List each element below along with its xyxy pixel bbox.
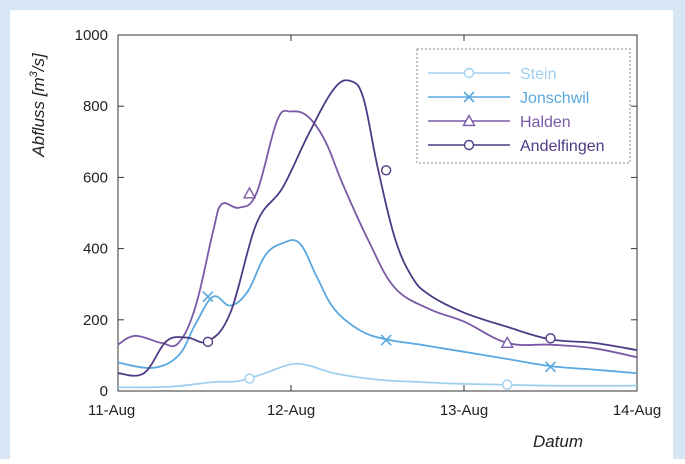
x-axis-label: Datum bbox=[533, 432, 583, 451]
series-line-halden bbox=[117, 109, 638, 359]
line-chart: 0 200 400 600 800 1000 11-Aug 12-Aug 13-Aug 14-Au… bbox=[28, 27, 662, 451]
legend-item-jonschwil: Jonschwil bbox=[428, 90, 589, 107]
data-point-marker-jonschwil bbox=[380, 334, 392, 346]
legend-marker bbox=[463, 91, 475, 103]
legend-label: Stein bbox=[520, 66, 556, 83]
legend-item-halden: Halden bbox=[428, 114, 571, 131]
legend-item-stein: Stein bbox=[428, 66, 556, 83]
data-point-marker-halden bbox=[500, 335, 514, 349]
y-tick-label: 400 bbox=[83, 241, 108, 258]
legend: Stein Jonschwil Halden Andelfingen bbox=[416, 48, 631, 164]
series-line-jonschwil bbox=[117, 239, 638, 375]
data-point-marker-andelfingen bbox=[202, 336, 214, 348]
data-point-marker-halden bbox=[242, 186, 257, 199]
y-tick-label: 0 bbox=[100, 383, 108, 400]
y-tick-label: 200 bbox=[83, 312, 108, 329]
data-point-marker-andelfingen bbox=[545, 333, 556, 344]
data-point-marker-jonschwil bbox=[544, 361, 557, 373]
y-tick-label: 800 bbox=[83, 98, 108, 115]
legend-label: Andelfingen bbox=[520, 138, 605, 155]
chart-panel: 0 200 400 600 800 1000 11-Aug 12-Aug 13-Aug 14-Au… bbox=[10, 10, 673, 459]
y-tick-label: 600 bbox=[83, 169, 108, 186]
axes: 0 200 400 600 800 1000 11-Aug 12-Aug 13-Aug 14-Au… bbox=[75, 27, 662, 419]
x-tick-label: 12-Aug bbox=[267, 402, 315, 419]
legend-marker bbox=[463, 139, 475, 151]
series-markers bbox=[202, 165, 557, 390]
series-line-stein bbox=[117, 362, 638, 389]
x-tick-label: 14-Aug bbox=[613, 402, 661, 419]
data-point-marker-andelfingen bbox=[380, 165, 392, 176]
data-point-marker-stein bbox=[244, 373, 255, 384]
legend-marker bbox=[463, 67, 475, 79]
y-axis-label: Abfluss [m3/s] bbox=[28, 52, 48, 158]
legend-label: Jonschwil bbox=[520, 90, 589, 107]
series-line-andelfingen bbox=[117, 79, 638, 377]
series-lines bbox=[117, 79, 638, 389]
x-tick-label: 11-Aug bbox=[88, 402, 135, 419]
y-axis-label-tail: /s] bbox=[29, 52, 48, 72]
legend-marker bbox=[462, 114, 476, 127]
legend-item-andelfingen: Andelfingen bbox=[428, 138, 605, 155]
y-axis-label-main: Abfluss [m bbox=[29, 77, 48, 157]
data-point-marker-stein bbox=[502, 379, 513, 390]
y-tick-label: 1000 bbox=[75, 27, 108, 44]
data-point-marker-jonschwil bbox=[202, 291, 214, 303]
plot-area-border bbox=[117, 34, 638, 392]
legend-label: Halden bbox=[520, 114, 571, 131]
y-axis-label-sup: 3 bbox=[28, 70, 40, 77]
legend-box bbox=[416, 48, 631, 164]
x-tick-label: 13-Aug bbox=[440, 402, 488, 419]
